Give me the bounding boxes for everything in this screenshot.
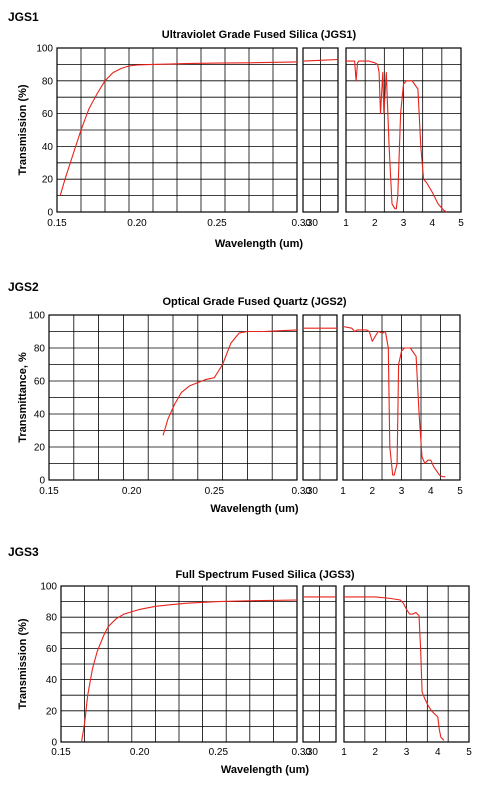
panel-frame: [60, 585, 298, 743]
x-tick-label: 5: [458, 218, 464, 229]
x-tick-label: .30: [304, 486, 318, 497]
y-tick-label: 100: [40, 582, 57, 593]
y-tick-label: 0: [51, 738, 57, 749]
y-tick-label: 80: [42, 76, 54, 87]
x-axis-label: Wavelength (um): [215, 238, 304, 250]
y-axis-label: Transmission (%): [17, 618, 29, 709]
series-line: [346, 60, 447, 213]
x-tick-label: 0.15: [39, 486, 59, 497]
chart-title: Optical Grade Fused Quartz (JGS2): [163, 296, 347, 308]
y-tick-label: 0: [39, 476, 45, 487]
panel-frame: [345, 47, 462, 213]
panel-frame: [48, 314, 298, 481]
x-tick-label: .30: [304, 218, 318, 229]
x-tick-label: 0.30: [292, 747, 312, 758]
panel-frame: [302, 314, 338, 481]
y-tick-label: 40: [42, 142, 54, 153]
panel-2: [302, 314, 338, 481]
x-tick-label: 0.30: [292, 486, 312, 497]
y-tick-label: 40: [46, 675, 58, 686]
series-line: [342, 325, 446, 478]
y-tick-label: 80: [34, 344, 46, 355]
section-label: JGS2: [8, 280, 39, 294]
y-tick-label: 20: [42, 175, 54, 186]
y-axis-label: Transmittance, %: [17, 352, 29, 443]
x-tick-label: 3: [401, 218, 407, 229]
x-tick-label: 2: [369, 486, 375, 497]
chart-jgs3: JGS3 Full Spectrum Fused Silica (JGS3) Tra…: [8, 545, 472, 776]
panel-3: 1 2 3 4 5: [343, 47, 464, 229]
x-tick-label: 5: [466, 747, 472, 758]
y-tick-label: 60: [42, 109, 54, 120]
x-tick-label: 0.15: [51, 747, 71, 758]
y-tick-label: 60: [34, 377, 46, 388]
x-tick-label: 2: [372, 218, 378, 229]
x-tick-label: 3: [404, 747, 410, 758]
x-tick-label: 1: [341, 747, 347, 758]
x-tick-label: 0.15: [47, 218, 67, 229]
section-label: JGS1: [8, 10, 39, 24]
x-axis-label: Wavelength (um): [221, 764, 310, 776]
section-label: JGS3: [8, 545, 39, 559]
y-tick-label: 100: [28, 311, 45, 322]
series-line: [344, 596, 445, 741]
panel-2: [302, 585, 337, 743]
panel-3: 1 2 3 4 5: [340, 314, 463, 497]
panel-2: [302, 47, 339, 213]
y-tick-label: 20: [46, 706, 58, 717]
panel-frame: [302, 47, 339, 213]
y-tick-label: 100: [36, 44, 53, 55]
y-tick-label: 40: [34, 410, 46, 421]
panel-1: 0.15 0.20 0.25 0.30: [39, 314, 312, 497]
x-tick-label: 4: [435, 747, 441, 758]
x-tick-label: 3: [399, 486, 405, 497]
series-line: [80, 599, 298, 743]
x-tick-label: 0.20: [122, 486, 142, 497]
x-tick-label: 1: [340, 486, 346, 497]
y-tick-label: 20: [34, 443, 46, 454]
x-tick-label: 0.25: [207, 218, 227, 229]
chart-jgs1: JGS1 Ultraviolet Grade Fused Silica (JGS1…: [8, 10, 464, 250]
x-axis-label: Wavelength (um): [210, 503, 299, 515]
y-tick-label: 60: [46, 644, 58, 655]
panel-frame: [343, 585, 470, 743]
x-tick-label: 0.30: [292, 218, 312, 229]
x-tick-label: 0.25: [205, 486, 225, 497]
x-tick-label: 4: [428, 486, 434, 497]
x-tick-label: .30: [304, 747, 318, 758]
chart-jgs2: JGS2 Optical Grade Fused Quartz (JGS2) Tra…: [8, 280, 463, 515]
y-tick-label: 80: [46, 613, 58, 624]
y-axis-label: Transmission (%): [17, 84, 29, 175]
x-tick-label: 4: [429, 218, 435, 229]
panel-frame: [56, 47, 298, 213]
x-tick-label: 5: [457, 486, 463, 497]
x-tick-label: 0.20: [130, 747, 150, 758]
panel-1: 0.15 0.20 0.25 0.30: [47, 47, 312, 229]
series-line: [59, 61, 298, 196]
panel-1: 0.15 0.20 0.25 0.30: [51, 585, 312, 758]
series-line: [162, 329, 298, 436]
x-tick-label: 0.25: [209, 747, 229, 758]
chart-title: Ultraviolet Grade Fused Silica (JGS1): [162, 29, 357, 41]
y-tick-label: 0: [47, 208, 53, 219]
panel-frame: [302, 585, 337, 743]
x-tick-label: 1: [343, 218, 349, 229]
panel-3: 1 2 3 4 5: [341, 585, 472, 758]
chart-title: Full Spectrum Fused Silica (JGS3): [175, 569, 354, 581]
series-line: [302, 58, 339, 62]
panel-frame: [342, 314, 461, 481]
x-tick-label: 2: [372, 747, 378, 758]
x-tick-label: 0.20: [127, 218, 147, 229]
